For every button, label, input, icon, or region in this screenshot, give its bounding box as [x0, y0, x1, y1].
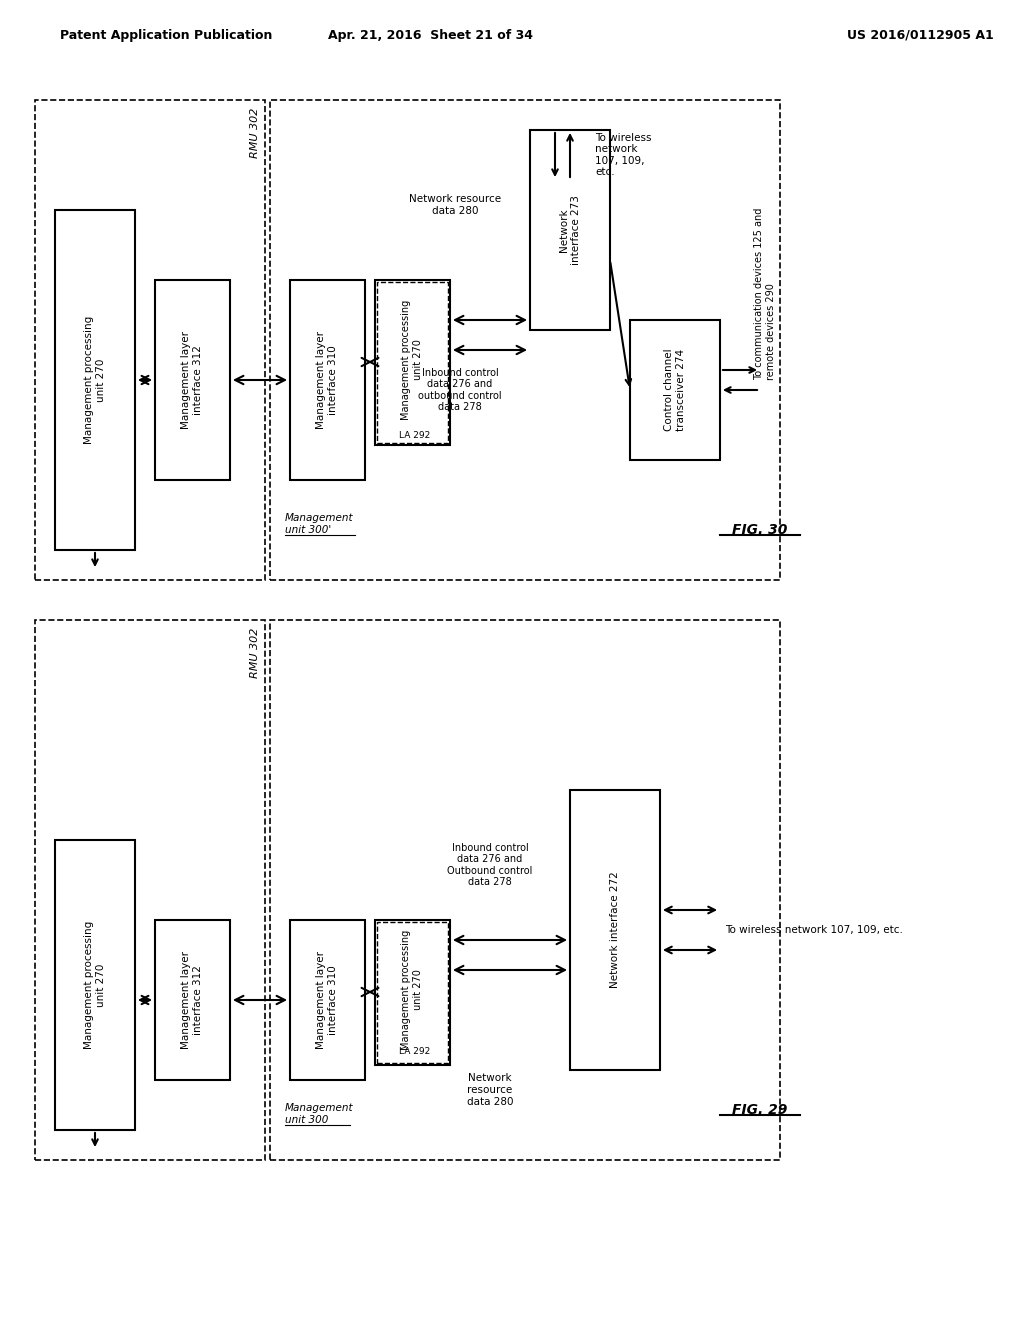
Bar: [270, 100, 780, 579]
Text: RMU 302: RMU 302: [250, 628, 260, 678]
Text: FIG. 30: FIG. 30: [732, 523, 787, 537]
Text: FIG. 29: FIG. 29: [732, 1104, 787, 1117]
Text: Management layer
interface 310: Management layer interface 310: [316, 331, 338, 429]
Text: Management
unit 300: Management unit 300: [285, 1104, 353, 1125]
Bar: [377, 921, 449, 1063]
Text: Management processing
unit 270: Management processing unit 270: [84, 315, 105, 444]
Bar: [375, 280, 450, 445]
Bar: [290, 280, 365, 480]
Text: US 2016/0112905 A1: US 2016/0112905 A1: [847, 29, 993, 41]
Text: Management layer
interface 312: Management layer interface 312: [181, 331, 203, 429]
Bar: [570, 789, 660, 1071]
Bar: [375, 920, 450, 1065]
Text: Management processing
unit 270: Management processing unit 270: [401, 929, 423, 1051]
Text: Network resource
data 280: Network resource data 280: [409, 194, 501, 215]
Text: Management processing
unit 270: Management processing unit 270: [84, 921, 105, 1049]
Text: To communication devices 125 and
remote devices 290: To communication devices 125 and remote …: [755, 207, 776, 380]
Text: Network
interface 273: Network interface 273: [559, 195, 581, 265]
Text: Management
unit 300': Management unit 300': [285, 513, 353, 535]
Text: Network
resource
data 280: Network resource data 280: [467, 1073, 513, 1106]
Text: Management layer
interface 310: Management layer interface 310: [316, 950, 338, 1049]
Text: LA 292: LA 292: [399, 430, 431, 440]
Text: Apr. 21, 2016  Sheet 21 of 34: Apr. 21, 2016 Sheet 21 of 34: [328, 29, 532, 41]
Bar: [55, 210, 135, 550]
Text: Patent Application Publication: Patent Application Publication: [60, 29, 272, 41]
Text: To wireless
network
107, 109,
etc.: To wireless network 107, 109, etc.: [595, 132, 651, 177]
Bar: [377, 282, 449, 444]
Text: RMU 302: RMU 302: [250, 108, 260, 158]
Text: Control channel
transceiver 274: Control channel transceiver 274: [665, 348, 686, 432]
Bar: [270, 620, 780, 1160]
Bar: [35, 100, 265, 579]
Bar: [290, 920, 365, 1080]
Bar: [155, 280, 230, 480]
Text: Management layer
interface 312: Management layer interface 312: [181, 950, 203, 1049]
Text: Management processing
unit 270: Management processing unit 270: [401, 300, 423, 420]
Text: Inbound control
data 276 and
outbound control
data 278: Inbound control data 276 and outbound co…: [418, 367, 502, 412]
Text: Inbound control
data 276 and
Outbound control
data 278: Inbound control data 276 and Outbound co…: [447, 842, 532, 887]
Text: Network interface 272: Network interface 272: [610, 871, 620, 989]
Text: LA 292: LA 292: [399, 1048, 431, 1056]
Bar: [530, 129, 610, 330]
Bar: [155, 920, 230, 1080]
Text: To wireless network 107, 109, etc.: To wireless network 107, 109, etc.: [725, 925, 903, 935]
Bar: [55, 840, 135, 1130]
Bar: [35, 620, 265, 1160]
Bar: [630, 319, 720, 459]
